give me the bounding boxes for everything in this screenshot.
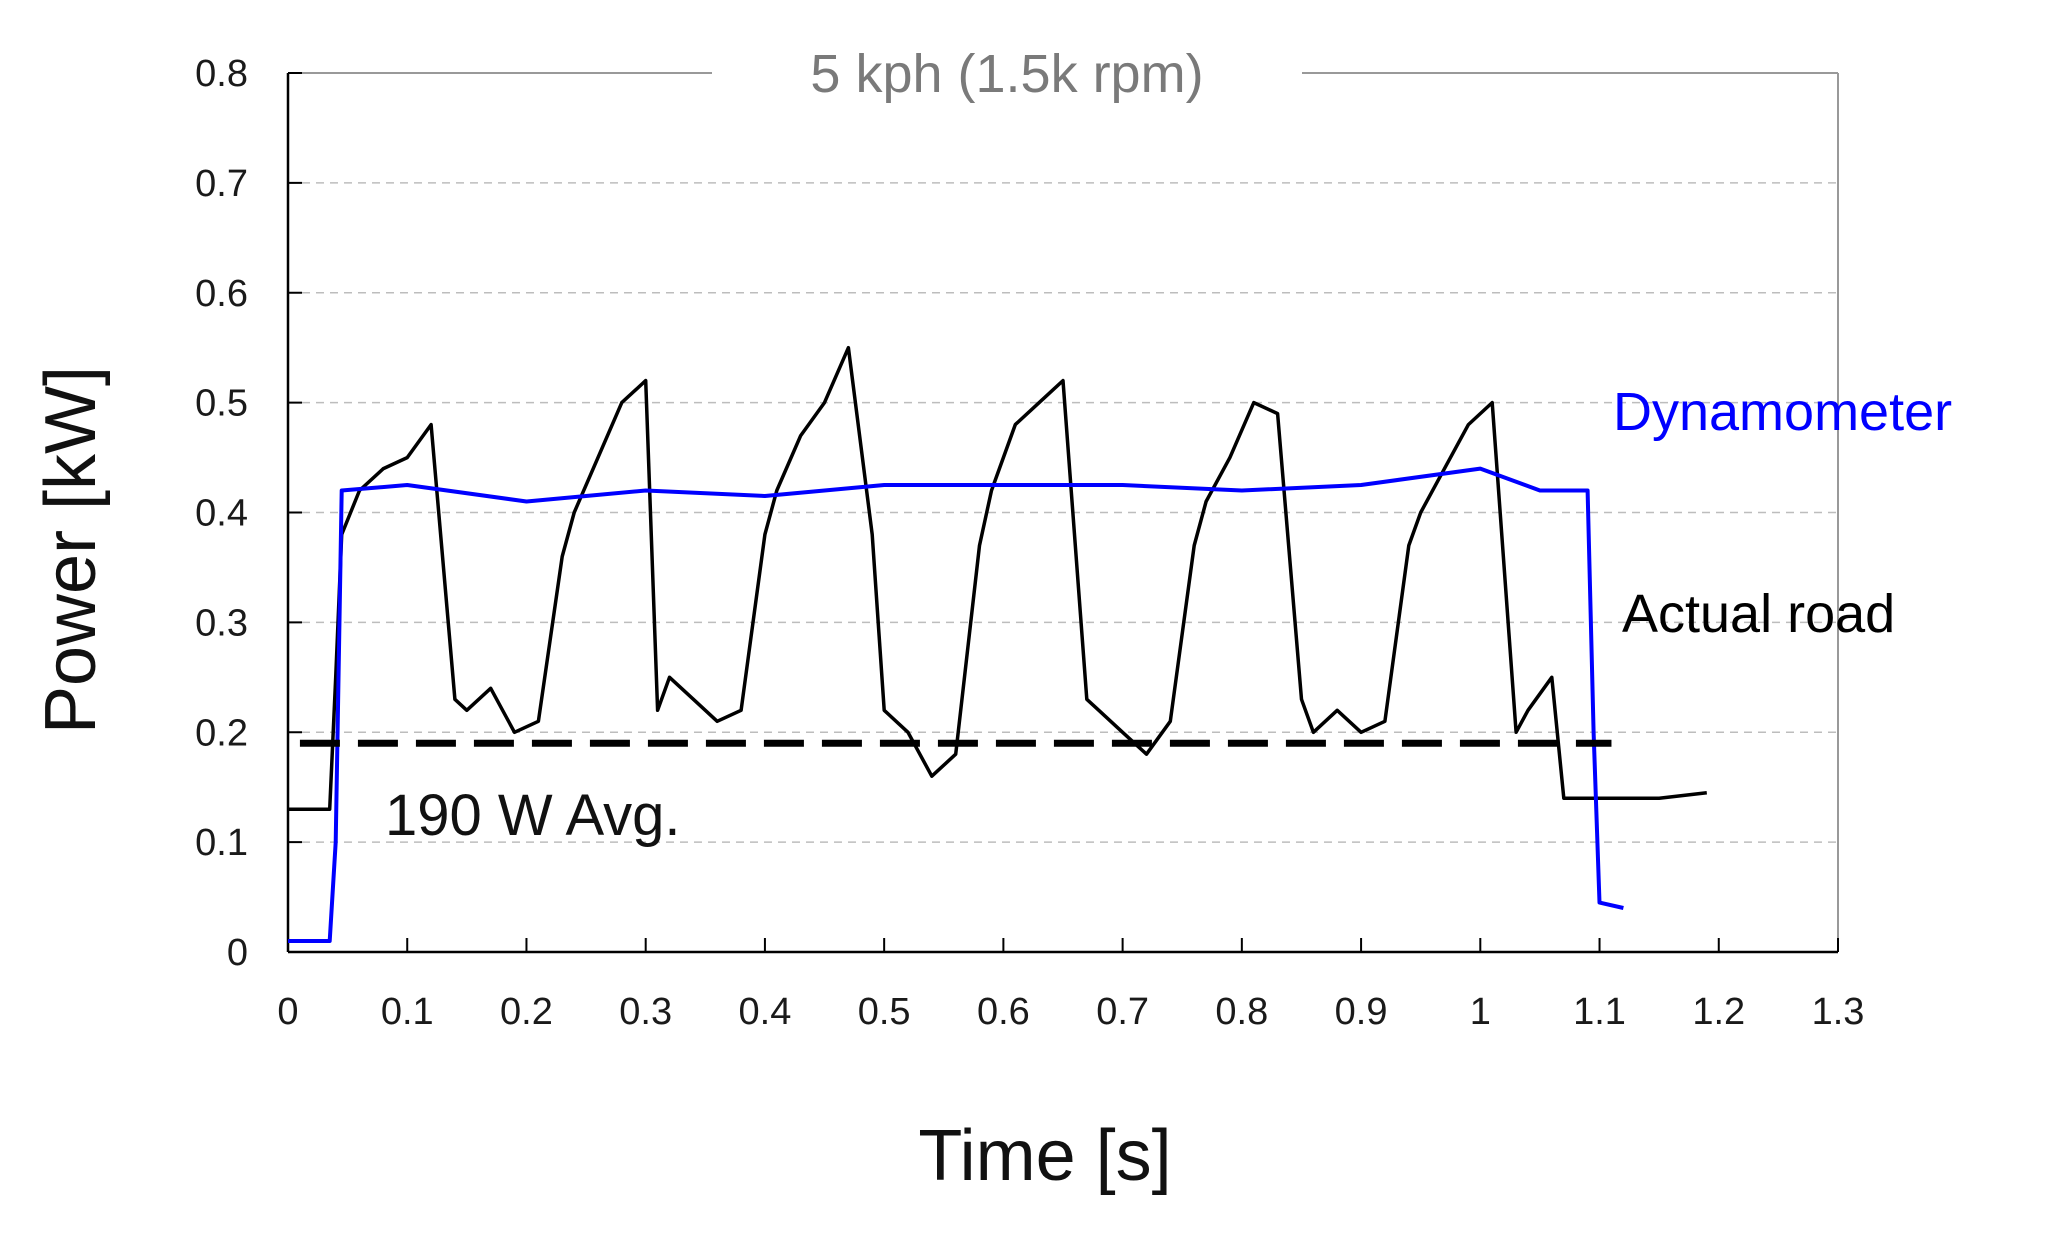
x-ticks: 0 0.1 0.2 0.3 0.4 0.5 0.6 0.7 0.8 0.9 1 1.1 1.2 1.3 [277,938,1864,1033]
x-tick-label: 0.8 [1215,991,1268,1033]
x-tick-label: 0 [277,991,298,1033]
y-tick-label: 0.1 [195,822,248,864]
y-tick-label: 0.5 [195,383,248,425]
x-tick-label: 0.9 [1335,991,1388,1033]
y-tick-label: 0.3 [195,602,248,644]
average-annotation: 190 W Avg. [385,783,681,848]
x-tick-label: 0.2 [500,991,553,1033]
y-tick-label: 0.6 [195,273,248,315]
x-tick-label: 0.7 [1096,991,1149,1033]
x-tick-label: 0.5 [858,991,911,1033]
title-backdrop [712,42,1302,110]
x-axis-label: Time [s] [918,1116,1171,1196]
x-tick-label: 0.4 [739,991,792,1033]
y-tick-label: 0 [227,932,248,974]
x-tick-label: 0.6 [977,991,1030,1033]
series-line-actual-road [288,345,1708,811]
x-tick-label: 1.3 [1812,991,1865,1033]
x-tick-label: 1 [1470,991,1491,1033]
legend-dynamometer: Dynamometer [1613,382,1952,442]
legend-actual-road: Actual road [1622,584,1895,644]
series-lines [288,345,1708,943]
y-tick-label: 0.4 [195,493,248,535]
x-tick-label: 1.2 [1692,991,1745,1033]
y-axis-label: Power [kW] [31,366,111,734]
x-tick-label: 0.1 [381,991,434,1033]
x-tick-label: 0.3 [619,991,672,1033]
y-ticks: 0 0.1 0.2 0.3 0.4 0.5 0.6 0.7 0.8 [195,53,302,974]
y-tick-label: 0.8 [195,53,248,95]
y-tick-label: 0.2 [195,712,248,754]
x-tick-label: 1.1 [1573,991,1626,1033]
y-tick-label: 0.7 [195,163,248,205]
series-line-dynamometer [288,466,1624,943]
chart-title: 5 kph (1.5k rpm) [810,44,1203,104]
